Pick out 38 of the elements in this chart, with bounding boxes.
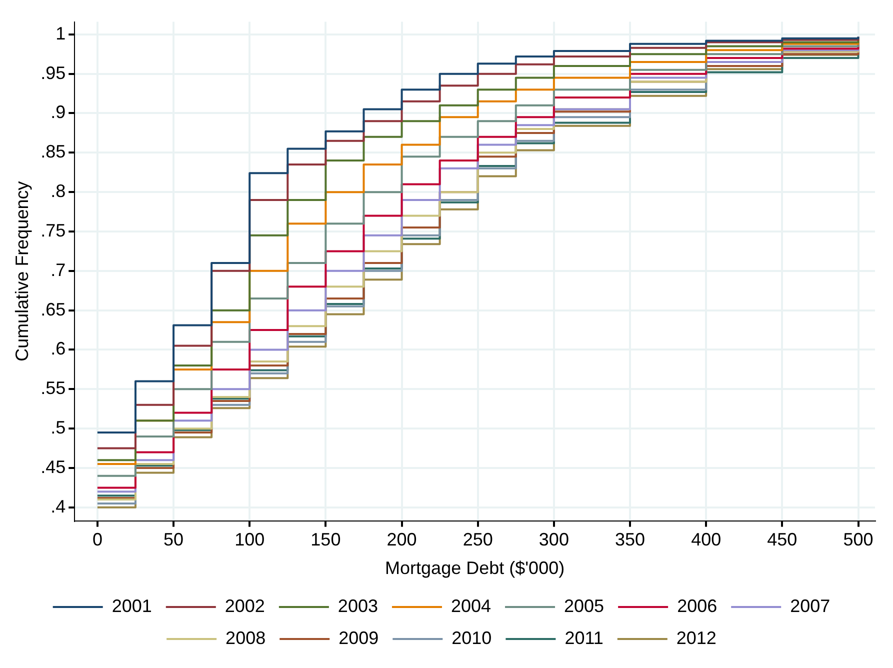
legend-label: 2006 xyxy=(677,596,718,616)
legend-label: 2012 xyxy=(676,628,716,648)
y-tick-label: .65 xyxy=(40,299,66,320)
x-axis-title: Mortgage Debt ($'000) xyxy=(385,558,565,578)
legend-label: 2011 xyxy=(564,628,604,648)
y-tick-label: .45 xyxy=(40,456,66,477)
x-tick-label: 50 xyxy=(164,530,184,550)
legend-label: 2010 xyxy=(452,628,492,648)
y-tick-label: .6 xyxy=(50,338,66,359)
x-tick-label: 100 xyxy=(234,530,265,550)
legend-label: 2007 xyxy=(790,596,830,616)
x-tick-label: 350 xyxy=(614,530,646,550)
legend-label: 2003 xyxy=(338,596,378,616)
y-tick-label: .7 xyxy=(50,260,66,280)
y-tick-label: .5 xyxy=(50,418,66,438)
x-tick-label: 200 xyxy=(386,530,417,550)
y-tick-label: .75 xyxy=(40,220,66,240)
legend-label: 2005 xyxy=(564,596,604,616)
y-tick-label: .8 xyxy=(50,181,66,202)
y-tick-label: .95 xyxy=(40,62,66,83)
y-tick-label: .4 xyxy=(50,496,66,516)
x-tick-label: 500 xyxy=(843,530,874,550)
legend-label: 2002 xyxy=(224,596,265,616)
x-tick-label: 450 xyxy=(767,530,798,550)
legend-label: 2009 xyxy=(338,628,379,648)
legend-label: 2004 xyxy=(450,596,492,616)
y-tick-label: .55 xyxy=(40,378,66,398)
y-tick-label: .85 xyxy=(40,142,66,162)
legend-label: 2008 xyxy=(226,628,266,648)
x-tick-label: 250 xyxy=(462,530,493,550)
x-tick-label: 400 xyxy=(691,530,722,550)
legend-label: 2001 xyxy=(112,596,152,616)
y-tick-label: 1 xyxy=(56,23,66,44)
x-tick-label: 300 xyxy=(538,530,569,550)
y-tick-label: .9 xyxy=(50,102,66,122)
x-tick-label: 0 xyxy=(92,530,102,550)
x-tick-label: 150 xyxy=(310,530,341,550)
y-axis-title: Cumulative Frequency xyxy=(12,181,32,362)
